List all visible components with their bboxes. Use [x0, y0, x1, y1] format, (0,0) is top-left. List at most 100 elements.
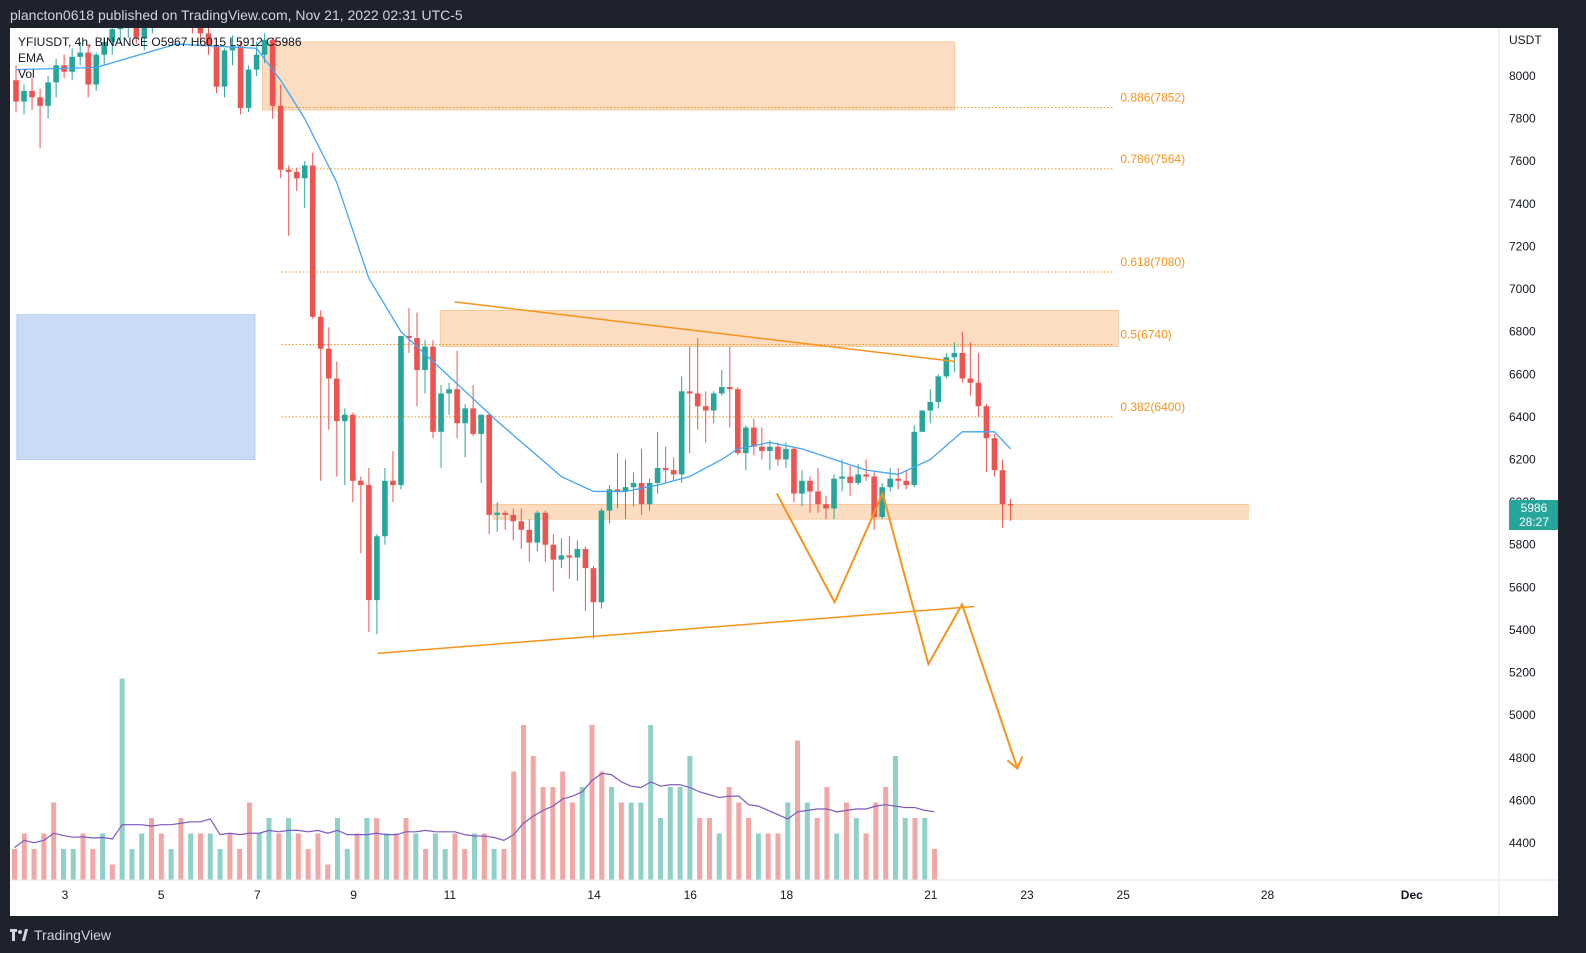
candle-body	[574, 548, 581, 558]
candle	[430, 340, 436, 439]
volume-bar	[207, 833, 213, 880]
candle	[903, 470, 910, 490]
candle	[718, 370, 725, 396]
candle-body	[799, 480, 805, 494]
candle	[534, 510, 541, 552]
volume-bar	[648, 725, 654, 880]
candle-body	[205, 33, 212, 47]
candle	[526, 519, 533, 562]
tradingview-brand[interactable]: TradingView	[10, 927, 111, 943]
candle-body	[903, 480, 910, 486]
candle-body	[325, 348, 332, 379]
candle-body	[975, 382, 982, 407]
volume-bar	[638, 802, 644, 880]
volume-bar	[295, 833, 301, 880]
volume-bar	[90, 849, 96, 880]
price-tick-label: 4600	[1509, 793, 1536, 807]
volume-bar	[227, 833, 233, 880]
time-tick-label: 9	[350, 888, 357, 902]
trendline-upper	[454, 301, 955, 363]
volume-bar	[432, 833, 438, 880]
candle	[1007, 498, 1014, 521]
time-tick-label: 21	[924, 888, 938, 902]
candle-body	[959, 352, 966, 379]
candle-body	[101, 41, 108, 55]
candle-body	[678, 391, 685, 475]
volume-bar	[922, 818, 928, 880]
volume-bar	[31, 849, 37, 880]
volume-bar	[266, 818, 272, 880]
volume-bar	[883, 787, 889, 880]
candle	[293, 167, 300, 192]
chart-svg[interactable]: 0.886(7852) 0.786(7564) 0.618(7080) 0.5(674…	[10, 28, 1558, 916]
volume-bar	[501, 849, 507, 880]
price-tick-label: 8000	[1509, 69, 1536, 83]
fib-label: 0.5(6740)	[1120, 327, 1171, 341]
candle-body	[887, 478, 893, 488]
candle-body	[69, 56, 75, 72]
candle-body	[350, 414, 356, 481]
volume-bar	[579, 787, 585, 880]
candle-body	[446, 389, 452, 394]
candle	[109, 28, 116, 55]
volume-bar	[697, 818, 703, 880]
volume-bar	[589, 725, 595, 880]
top-bar: plancton0618 published on TradingView.co…	[0, 0, 1586, 28]
candle	[446, 382, 452, 415]
candle	[847, 465, 853, 496]
candle	[558, 538, 565, 569]
candle-body	[390, 480, 396, 486]
candle	[895, 468, 901, 490]
candle	[550, 534, 557, 592]
volume-bar	[843, 802, 849, 880]
volume-bar	[21, 833, 27, 880]
candle-body	[462, 408, 468, 424]
candle	[398, 335, 404, 490]
candle	[678, 376, 685, 483]
time-tick-label: 11	[444, 888, 457, 902]
candle	[622, 459, 629, 520]
candle	[871, 472, 877, 530]
fib-label: 0.618(7080)	[1120, 255, 1185, 269]
legend-ema: EMA	[18, 51, 45, 65]
bar-countdown: 28:27	[1518, 515, 1550, 529]
price-tick-label: 5800	[1509, 538, 1536, 552]
candle-body	[301, 165, 308, 179]
candle-body	[45, 82, 51, 106]
candle-body	[470, 408, 476, 434]
candle-body	[1007, 504, 1014, 506]
candle	[999, 459, 1006, 528]
candle-body	[486, 414, 492, 515]
candle	[967, 342, 974, 396]
volume-bar	[795, 740, 801, 880]
candle	[470, 384, 476, 437]
chart-area[interactable]: 0.886(7852) 0.786(7564) 0.618(7080) 0.5(674…	[10, 28, 1558, 916]
candle	[438, 384, 444, 469]
candle	[839, 459, 845, 492]
candle	[205, 28, 212, 55]
volume-bar	[804, 802, 810, 880]
candle-body	[622, 487, 629, 492]
candle	[911, 425, 918, 488]
candle-body	[117, 28, 124, 30]
volume-bar	[765, 833, 771, 880]
candle-body	[590, 568, 597, 603]
candle	[710, 391, 717, 424]
candle	[815, 468, 821, 513]
candle	[358, 476, 364, 554]
candle-body	[566, 555, 573, 558]
candle-body	[999, 470, 1006, 505]
candle-body	[823, 504, 829, 509]
candle	[245, 65, 252, 113]
volume-bar	[609, 787, 615, 880]
volume-bar	[149, 818, 155, 880]
price-tick-label: 7000	[1509, 282, 1536, 296]
candle-body	[478, 414, 484, 434]
candle	[269, 37, 276, 119]
volume-bar	[932, 849, 938, 880]
candle-body	[277, 105, 284, 170]
candle	[935, 374, 942, 409]
candle-body	[759, 446, 765, 451]
candle-body	[510, 514, 517, 522]
candle-body	[13, 80, 19, 102]
